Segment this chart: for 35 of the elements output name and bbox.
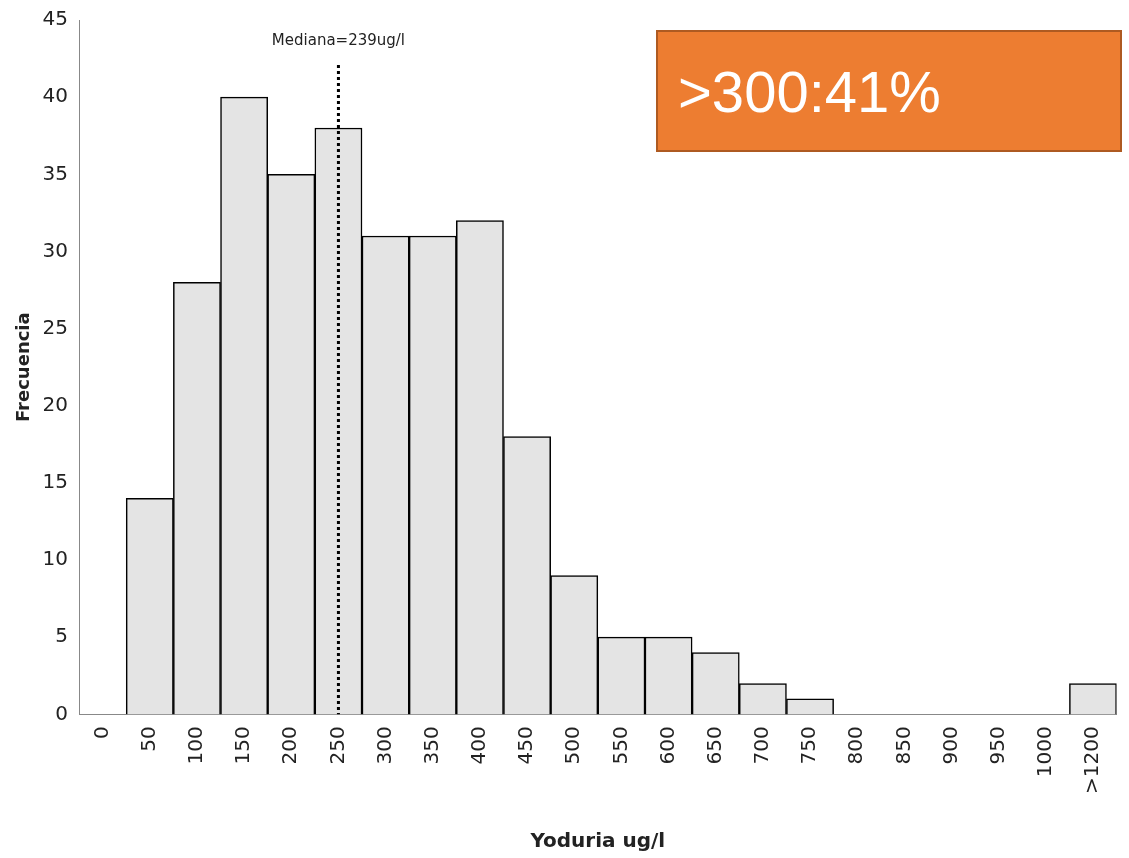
y-tick-label: 0 [55,700,69,725]
x-tick-label: >1200 [1079,726,1104,794]
x-tick-label: 250 [324,726,349,765]
x-tick-label: 100 [183,726,208,765]
y-tick-label: 30 [42,237,69,262]
x-tick-label: 550 [607,726,632,765]
x-tick-label: 700 [749,726,774,765]
x-tick-label: 600 [654,726,679,765]
x-tick-label: 400 [466,726,491,765]
y-tick-label: 10 [42,546,69,571]
x-tick-label: 350 [418,726,443,765]
x-tick-label: 900 [937,726,962,765]
x-tick-label: 750 [796,726,821,765]
y-tick-label: 15 [42,469,69,494]
x-tick-label: 300 [371,726,396,765]
ref-line-label: Mediana=239ug/l [271,31,406,49]
x-tick-label: 950 [984,726,1009,765]
x-axis-title: Yoduria ug/l [529,828,666,853]
y-tick-label: 40 [42,83,69,108]
x-tick-label: 500 [560,726,585,765]
x-tick-label: 450 [513,726,538,765]
y-tick-label: 20 [42,391,69,416]
x-tick-label: 650 [701,726,726,765]
y-tick-label: 35 [42,160,69,185]
x-tick-label: 1000 [1032,726,1057,778]
y-tick-label: 5 [55,623,69,648]
y-tick-label: 45 [42,6,69,31]
x-tick-label: 850 [890,726,915,765]
y-axis-title: Frecuencia [12,312,34,423]
x-tick-label: 150 [230,726,255,765]
x-tick-label: 0 [88,726,113,740]
x-tick-label: 200 [277,726,302,765]
x-tick-label: 50 [135,726,160,752]
x-tick-label: 800 [843,726,868,765]
y-tick-label: 25 [42,314,69,339]
